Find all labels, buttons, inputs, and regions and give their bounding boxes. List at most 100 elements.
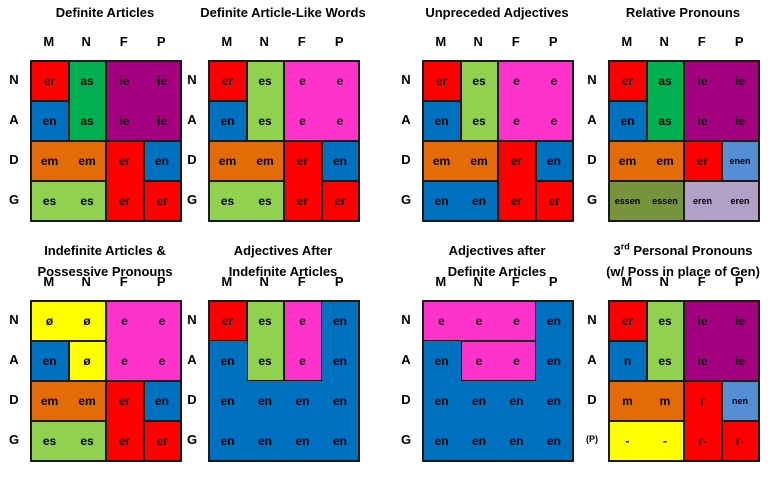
color-block bbox=[31, 181, 106, 221]
ending-label: e bbox=[158, 314, 166, 328]
ending-label: en bbox=[295, 434, 310, 448]
panel-title: Indefinite Articles & Possessive Pronouns bbox=[13, 240, 198, 282]
color-block bbox=[31, 61, 69, 101]
ending-label: es bbox=[258, 114, 272, 128]
ending-label: en bbox=[471, 434, 486, 448]
ending-label: en bbox=[220, 394, 235, 408]
color-block bbox=[423, 301, 536, 341]
color-block bbox=[609, 301, 647, 341]
ending-label: er bbox=[510, 154, 523, 168]
ending-label: m bbox=[622, 394, 633, 408]
chart-panel: Adjectives after Definite Articles M N F P N A D… bbox=[392, 240, 577, 475]
panel-title-line: Definite Articles bbox=[13, 2, 198, 23]
color-block bbox=[68, 341, 106, 381]
color-block bbox=[106, 381, 144, 461]
row-header: D bbox=[401, 152, 411, 167]
ending-label: er bbox=[221, 314, 234, 328]
row-header: A bbox=[401, 352, 411, 367]
color-block bbox=[106, 141, 144, 221]
ending-label: em bbox=[618, 154, 637, 168]
case-grid: er es e en en es e en en en en en en en en en bbox=[208, 300, 360, 462]
column-header: P bbox=[334, 34, 344, 49]
ending-label: ie bbox=[697, 114, 708, 128]
color-block bbox=[721, 141, 759, 181]
color-block bbox=[609, 61, 647, 101]
panel-title-line-2: Definite Articles bbox=[447, 264, 547, 279]
panel-title-line: Definite Article-Like Words bbox=[191, 2, 376, 23]
chart-panel: Indefinite Articles & Possessive Pronouns… bbox=[0, 240, 185, 475]
ending-label: en bbox=[332, 434, 347, 448]
color-block bbox=[284, 141, 322, 221]
ending-label: en bbox=[471, 394, 486, 408]
row-header: N bbox=[401, 312, 411, 327]
panel-title-line-2: (w/ Poss in place of Gen) bbox=[606, 264, 760, 279]
column-header: N bbox=[81, 274, 91, 289]
ending-label: en bbox=[295, 394, 310, 408]
color-block bbox=[143, 181, 181, 221]
column-header: P bbox=[334, 274, 344, 289]
row-header: G bbox=[400, 432, 412, 447]
ending-label: en bbox=[546, 154, 561, 168]
row-header: A bbox=[587, 112, 597, 127]
ending-label: en bbox=[434, 354, 449, 368]
row-header: N bbox=[187, 72, 197, 87]
ending-label: es bbox=[220, 194, 235, 208]
color-block bbox=[31, 341, 69, 381]
ending-label: es bbox=[258, 314, 272, 328]
row-header: D bbox=[9, 152, 19, 167]
panel-title-line: Unpreceded Adjectives bbox=[405, 2, 590, 23]
ending-label: er bbox=[156, 194, 168, 208]
case-grid: er es e e en es e e em em er en es es er er bbox=[208, 60, 360, 222]
color-block bbox=[423, 141, 498, 181]
ending-label: er bbox=[334, 194, 346, 208]
ending-label: er bbox=[548, 194, 560, 208]
column-header: N bbox=[473, 34, 483, 49]
row-header: N bbox=[9, 72, 19, 87]
chart-panel: Adjectives After Indefinite Articles M N F P N… bbox=[178, 240, 363, 475]
ending-label: es bbox=[258, 354, 272, 368]
row-header: A bbox=[9, 352, 19, 367]
ending-label: - bbox=[625, 434, 630, 448]
chart-panel: 3rd Personal Pronouns (w/ Poss in place o… bbox=[578, 240, 763, 475]
panel-title: Adjectives after Definite Articles bbox=[405, 240, 590, 282]
ending-label: es bbox=[258, 74, 272, 88]
color-block bbox=[284, 61, 359, 141]
panel-title: 3rd Personal Pronouns (w/ Poss in place o… bbox=[591, 240, 776, 282]
column-header: P bbox=[156, 34, 166, 49]
ending-label: e bbox=[550, 74, 558, 88]
color-block bbox=[423, 181, 498, 221]
ending-label: as bbox=[658, 74, 672, 88]
column-header: N bbox=[81, 34, 91, 49]
title-ordinal-suffix: rd bbox=[620, 241, 630, 252]
title-text: Adjectives After bbox=[233, 243, 333, 258]
ending-label: ie bbox=[119, 114, 130, 128]
color-block bbox=[321, 181, 359, 221]
ending-label: e bbox=[299, 74, 306, 88]
column-header: P bbox=[548, 34, 558, 49]
ending-label: e bbox=[475, 354, 483, 368]
color-block bbox=[143, 421, 181, 461]
column-header: N bbox=[259, 274, 269, 289]
ending-label: e bbox=[438, 314, 445, 328]
column-header: N bbox=[659, 274, 669, 289]
color-block bbox=[684, 381, 722, 461]
ending-label: essen bbox=[614, 196, 641, 206]
title-text: Definite Article-Like Words bbox=[200, 5, 366, 20]
row-header: D bbox=[187, 392, 197, 407]
panel-title-line: Adjectives After bbox=[191, 240, 376, 261]
ending-label: en bbox=[332, 354, 347, 368]
row-header: D bbox=[187, 152, 197, 167]
ending-label: en bbox=[434, 394, 449, 408]
ending-label: en bbox=[471, 194, 486, 208]
ending-label: e bbox=[513, 354, 520, 368]
ending-label: e bbox=[158, 354, 166, 368]
ending-label: em bbox=[78, 154, 96, 168]
ending-label: en bbox=[332, 314, 347, 328]
ending-label: er bbox=[118, 394, 131, 408]
row-header: D bbox=[401, 392, 411, 407]
ending-label: e bbox=[513, 74, 520, 88]
ending-label: em bbox=[256, 154, 274, 168]
ending-label: e bbox=[475, 314, 483, 328]
ending-label: es bbox=[42, 194, 57, 208]
ending-label: ie bbox=[734, 354, 745, 368]
